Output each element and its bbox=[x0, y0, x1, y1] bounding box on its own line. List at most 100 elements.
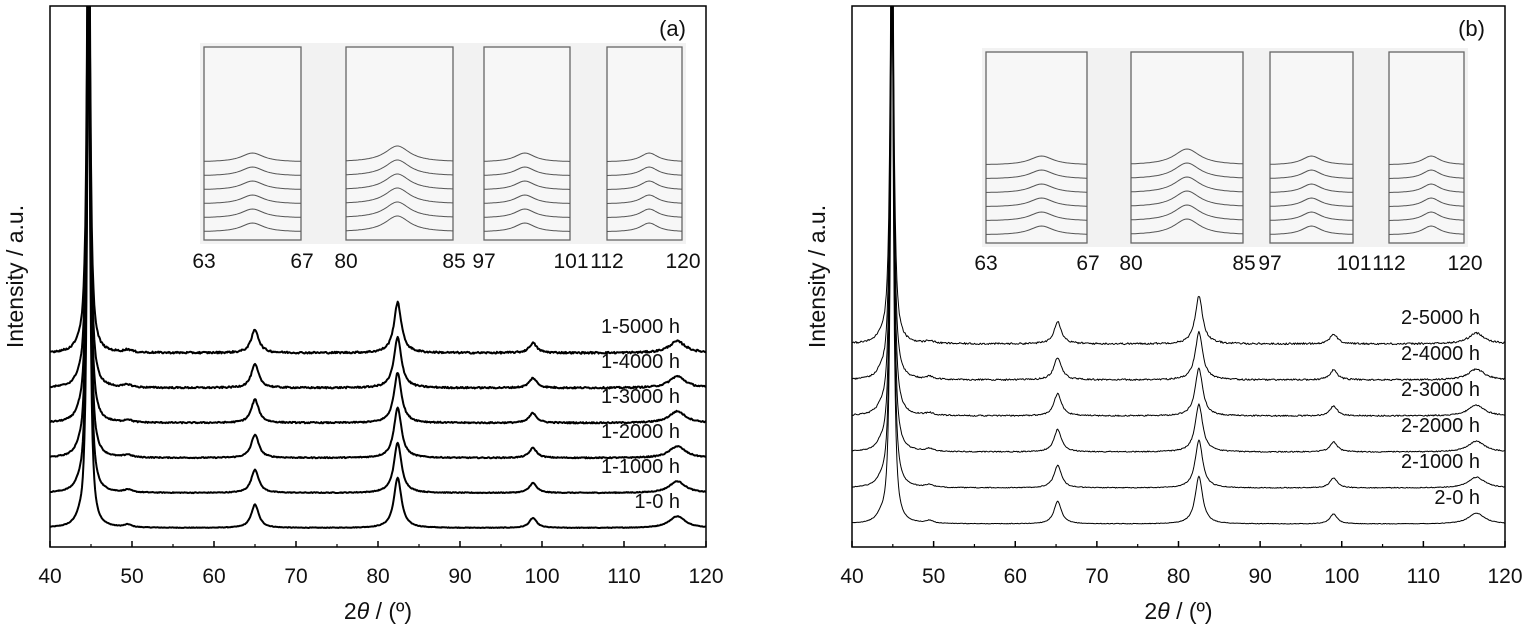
x-axis-label-suffix: / (º) bbox=[1170, 598, 1213, 624]
inset-trace-1-2000-h bbox=[346, 187, 453, 204]
inset-window-box bbox=[345, 46, 454, 241]
series-line-2-4000-h bbox=[852, 6, 1505, 381]
inset-trace-2-4000-h bbox=[1131, 162, 1243, 179]
inset-trace-1-2000-h bbox=[483, 194, 570, 204]
inset-trace-1-4000-h bbox=[607, 166, 683, 176]
x-tick-label: 110 bbox=[1407, 565, 1440, 588]
inset-trace-2-2000-h bbox=[985, 197, 1087, 207]
inset-tick-label: 112 bbox=[590, 250, 623, 273]
x-tick-label: 90 bbox=[448, 565, 471, 588]
x-tick-label: 80 bbox=[366, 565, 389, 588]
series-label: 2-2000 h bbox=[1401, 415, 1480, 437]
panel-b: 2-0 h 2-1000 h 2-2000 h 2-3000 h 2-4000 h 2-5… bbox=[804, 5, 1523, 624]
panel-label: (b) bbox=[1458, 16, 1485, 41]
inset-trace-2-0-h bbox=[1389, 225, 1465, 235]
series-line-1-2000-h bbox=[50, 6, 706, 460]
series-label: 2-3000 h bbox=[1401, 379, 1480, 401]
inset-window-box bbox=[606, 46, 683, 241]
inset-tick-label: 120 bbox=[665, 250, 700, 273]
series-label: 2-4000 h bbox=[1401, 343, 1480, 365]
inset-trace-1-2000-h bbox=[204, 194, 301, 204]
series-line-1-5000-h bbox=[50, 6, 706, 355]
inset-trace-1-2000-h bbox=[607, 194, 683, 204]
inset-trace-1-5000-h bbox=[346, 145, 453, 162]
inset-window-box bbox=[1269, 51, 1354, 244]
inset-trace-1-0-h bbox=[346, 215, 453, 232]
inset-window-box bbox=[483, 46, 571, 241]
series-line-1-4000-h bbox=[50, 6, 706, 390]
inset-trace-2-2000-h bbox=[1270, 197, 1353, 207]
inset-tick-label: 97 bbox=[472, 250, 495, 273]
x-tick-label: 50 bbox=[922, 565, 945, 588]
panel-label: (a) bbox=[659, 16, 686, 41]
inset-trace-1-1000-h bbox=[346, 201, 453, 218]
inset-window-box bbox=[203, 46, 302, 241]
x-tick-label: 60 bbox=[1004, 565, 1027, 588]
inset-trace-2-5000-h bbox=[1131, 148, 1243, 165]
x-tick-label: 40 bbox=[38, 565, 61, 588]
inset-tick-label: 67 bbox=[290, 250, 313, 273]
inset-tick-label: 101 bbox=[1336, 252, 1371, 275]
x-axis-label-prefix: 2 bbox=[1144, 598, 1157, 624]
inset-trace-1-3000-h bbox=[204, 180, 301, 190]
inset-trace-1-5000-h bbox=[483, 152, 570, 162]
series-line-1-0-h bbox=[50, 6, 706, 529]
series-label: 1-0 h bbox=[634, 491, 680, 513]
x-tick-label: 60 bbox=[202, 565, 225, 588]
inset-trace-2-2000-h bbox=[1389, 197, 1465, 207]
inset-trace-1-1000-h bbox=[204, 208, 301, 218]
inset-tick-label: 67 bbox=[1076, 252, 1099, 275]
inset-trace-2-4000-h bbox=[1270, 169, 1353, 179]
series-line-2-2000-h bbox=[852, 6, 1505, 453]
inset-trace-1-3000-h bbox=[483, 180, 570, 190]
series-line-2-1000-h bbox=[852, 6, 1505, 489]
x-tick-label: 120 bbox=[688, 565, 723, 588]
inset-window-box bbox=[1130, 51, 1244, 244]
series-label: 1-1000 h bbox=[601, 456, 680, 478]
series-label: 2-1000 h bbox=[1401, 451, 1480, 473]
inset-trace-2-0-h bbox=[985, 225, 1087, 235]
x-tick-label: 100 bbox=[1324, 565, 1359, 588]
inset-tick-label: 63 bbox=[974, 252, 997, 275]
inset-window-box bbox=[1388, 51, 1465, 244]
inset-trace-1-1000-h bbox=[483, 208, 570, 218]
inset-trace-1-4000-h bbox=[346, 159, 453, 176]
series-label: 1-4000 h bbox=[601, 351, 680, 373]
series-label: 1-5000 h bbox=[601, 316, 680, 338]
inset-trace-2-1000-h bbox=[1270, 211, 1353, 221]
x-tick-label: 110 bbox=[607, 565, 640, 588]
series-label: 2-0 h bbox=[1434, 487, 1480, 509]
inset-trace-1-4000-h bbox=[204, 166, 301, 176]
inset-tick-label: 80 bbox=[1119, 252, 1142, 275]
x-tick-label: 120 bbox=[1487, 565, 1522, 588]
inset-trace-2-3000-h bbox=[1131, 176, 1243, 193]
x-axis-label: 2θ / (º) bbox=[1144, 598, 1212, 624]
inset-trace-2-0-h bbox=[1131, 218, 1243, 235]
inset-trace-1-5000-h bbox=[607, 152, 683, 162]
inset-tick-label: 97 bbox=[1258, 252, 1281, 275]
x-tick-label: 70 bbox=[1085, 565, 1108, 588]
inset-trace-2-5000-h bbox=[1389, 155, 1465, 165]
inset-tick-label: 112 bbox=[1372, 252, 1405, 275]
x-axis-label: 2θ / (º) bbox=[344, 598, 412, 624]
series-line-2-5000-h bbox=[852, 6, 1505, 346]
inset-trace-2-1000-h bbox=[1389, 211, 1465, 221]
inset-trace-2-4000-h bbox=[985, 169, 1087, 179]
series-label: 1-3000 h bbox=[601, 386, 680, 408]
inset-trace-1-0-h bbox=[204, 222, 301, 232]
x-axis-label-theta: θ bbox=[357, 598, 370, 624]
series-label: 2-5000 h bbox=[1401, 307, 1480, 329]
panel-a: 1-0 h 1-1000 h 1-2000 h 1-3000 h 1-4000 h 1-5… bbox=[2, 5, 724, 624]
inset-window-box bbox=[985, 51, 1088, 244]
inset-trace-1-5000-h bbox=[204, 152, 301, 162]
x-tick-label: 70 bbox=[284, 565, 307, 588]
x-axis-label-theta: θ bbox=[1157, 598, 1170, 624]
inset-trace-1-0-h bbox=[607, 222, 683, 232]
series-label: 1-2000 h bbox=[601, 421, 680, 443]
inset-trace-2-5000-h bbox=[1270, 155, 1353, 165]
inset-trace-2-2000-h bbox=[1131, 190, 1243, 207]
series-line-1-3000-h bbox=[50, 6, 706, 425]
inset-trace-2-3000-h bbox=[1389, 183, 1465, 193]
inset-trace-2-4000-h bbox=[1389, 169, 1465, 179]
